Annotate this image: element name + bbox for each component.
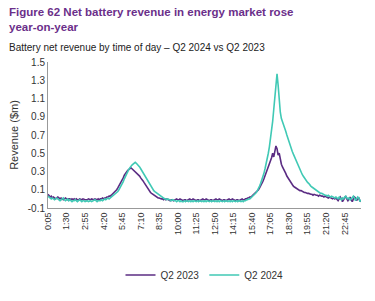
svg-text:Battery net revenue by time of: Battery net revenue by time of day – Q2 … [9, 42, 265, 53]
svg-text:0.3: 0.3 [31, 166, 45, 177]
svg-text:1.3: 1.3 [31, 75, 45, 86]
svg-text:-0.1: -0.1 [28, 203, 46, 214]
svg-text:5:45: 5:45 [117, 213, 127, 231]
svg-text:7:10: 7:10 [136, 213, 146, 231]
svg-text:22:45: 22:45 [340, 213, 350, 236]
svg-text:2:55: 2:55 [80, 213, 90, 231]
svg-text:14:15: 14:15 [228, 213, 238, 236]
svg-text:12:50: 12:50 [210, 213, 220, 236]
svg-text:1.1: 1.1 [31, 93, 45, 104]
svg-text:1:30: 1:30 [61, 213, 71, 231]
svg-text:Figure 62 Net battery revenue: Figure 62 Net battery revenue in energy … [9, 6, 293, 33]
svg-text:15:40: 15:40 [247, 213, 257, 236]
svg-text:Q2 2023: Q2 2023 [161, 270, 200, 281]
svg-text:4:20: 4:20 [99, 213, 109, 231]
svg-text:17:05: 17:05 [265, 213, 275, 236]
svg-text:18:30: 18:30 [284, 213, 294, 236]
svg-text:19:55: 19:55 [302, 213, 312, 236]
svg-text:Q2 2024: Q2 2024 [244, 270, 283, 281]
svg-text:8:35: 8:35 [154, 213, 164, 231]
svg-text:0:05: 0:05 [43, 213, 53, 231]
svg-text:11:25: 11:25 [191, 213, 201, 235]
svg-text:0.1: 0.1 [31, 184, 45, 195]
svg-text:0.7: 0.7 [31, 130, 45, 141]
svg-text:1.5: 1.5 [31, 57, 45, 68]
svg-text:21:20: 21:20 [321, 213, 331, 236]
svg-text:0.9: 0.9 [31, 111, 45, 122]
svg-text:0.5: 0.5 [31, 148, 45, 159]
svg-text:Revenue ($m): Revenue ($m) [8, 100, 20, 170]
svg-text:10:00: 10:00 [173, 213, 183, 236]
